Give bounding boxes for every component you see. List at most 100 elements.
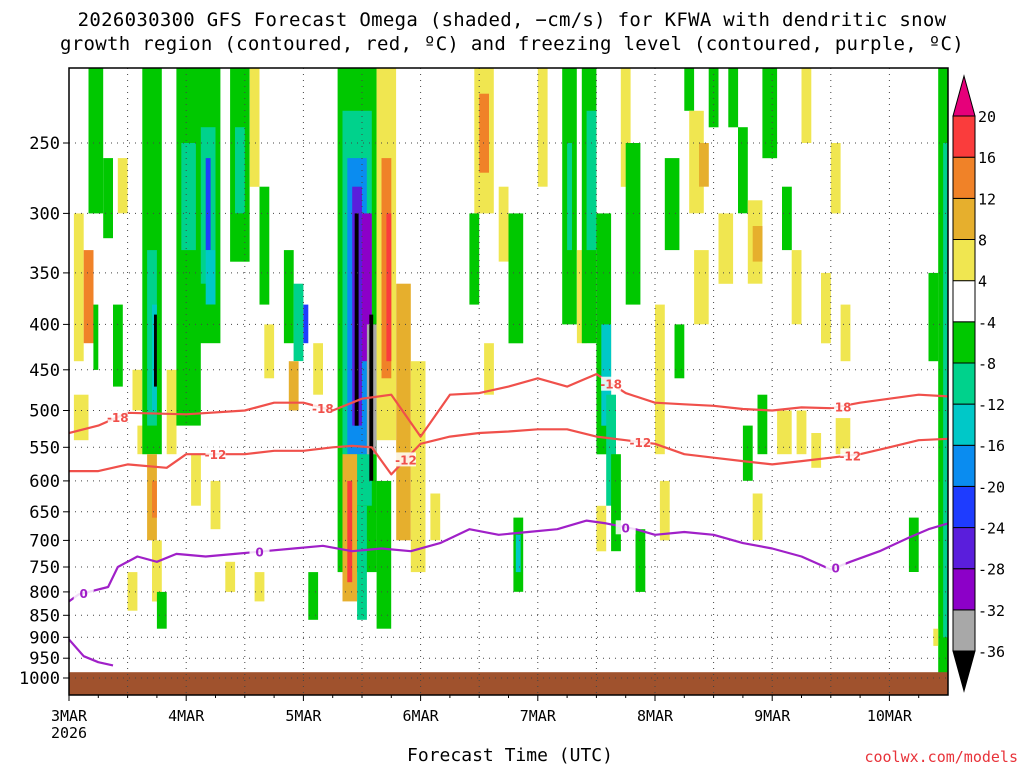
omega-cell [354,213,359,426]
omega-cell [655,304,665,455]
contour-label-dgz-bottom: -12 [205,448,227,462]
omega-cell [694,250,709,325]
contour-label-freezing-level: 0 [622,521,630,535]
colorbar-tick-label: -16 [978,437,1005,455]
colorbar-box [952,197,976,241]
omega-cell [166,369,177,455]
omega-cell [362,213,372,362]
y-tick-label: 800 [29,583,60,603]
contour-label-bg [830,399,851,414]
omega-cell [835,418,851,455]
omega-cell [254,572,265,602]
contour-label-dgz-bottom: -12 [395,453,417,467]
contour-label-bg [615,520,636,535]
colorbar-box [952,321,976,364]
omega-cell [132,369,143,411]
omega-cell [684,68,695,111]
colorbar-tick-label: -36 [978,643,1005,661]
omega-cell [283,250,294,344]
site-credit: coolwx.com/models [864,748,1018,766]
colorbar-box [952,156,976,199]
omega-cell [313,343,323,395]
omega-shading [73,68,948,679]
colorbar-tick-label: 16 [978,149,996,167]
colorbar-box [952,527,976,570]
contour-label-freezing-level: 0 [832,562,840,576]
omega-cell [811,433,822,468]
omega-cell [515,534,521,573]
omega-cell [498,186,509,262]
contour-label-dgz-top: -18 [830,400,852,414]
colorbar-tick-label: 8 [978,232,987,250]
omega-cell [611,454,621,552]
colorbar-tick-label: -28 [978,561,1005,579]
contour-label-bg [312,400,333,415]
omega-cell [249,68,260,187]
contour-label-freezing-level: 0 [255,546,263,560]
omega-cell [357,505,367,620]
omega-cell [205,158,211,251]
omega-cell [264,324,275,379]
x-tick-label: 9MAR [754,707,791,725]
omega-cell [664,158,680,251]
omega-cell [791,250,802,325]
omega-cell [757,394,768,455]
contour-dgz-top [69,373,948,438]
contour-label-bg [73,586,94,601]
omega-cell [288,361,299,411]
colorbar-tick-label: -8 [978,355,996,373]
omega-cell [73,394,89,441]
omega-cell [469,213,480,305]
y-tick-label: 300 [29,204,60,224]
contour-label-bg [630,435,651,449]
contour-label-dgz-top: -18 [600,378,622,392]
omega-cell [154,314,157,387]
y-tick-label: 500 [29,402,60,422]
omega-cell [718,213,734,284]
omega-cell [625,143,641,305]
omega-cell [479,93,489,173]
colorbar-tick-label: -24 [978,520,1005,538]
colorbar-tick-label: 4 [978,273,987,291]
omega-cell [674,324,685,379]
omega-cell [752,226,763,262]
omega-cell [347,480,353,583]
colorbar-legend: -36 -32 -28 -24 -20 -16 -12 -8 -4 4 8 12 16 20 [952,74,1005,693]
omega-cell [93,304,99,370]
colorbar-tick-label: -4 [978,314,996,332]
y-tick-label: 450 [29,361,60,381]
omega-cell [103,158,113,239]
colorbar-tick-label: 20 [978,108,996,126]
omega-cell [152,540,162,602]
y-tick-label: 350 [29,264,60,284]
omega-cell [156,591,167,629]
colorbar-tick-label: 12 [978,190,996,208]
colorbar-box [952,280,976,323]
colorbar-box [952,362,976,405]
contour-label-dgz-top: -18 [312,402,334,416]
y-tick-label: 400 [29,315,60,335]
contour-freezing-level-surface [69,638,114,667]
omega-cell [933,628,939,646]
omega-cell [821,272,831,344]
x-tick-label: 8MAR [637,707,674,725]
omega-cell [225,561,236,592]
ground-fill [69,672,948,695]
colorbar-box [952,115,976,158]
omega-cell [777,410,792,455]
omega-cell [83,250,94,344]
contour-label-bg [396,452,416,467]
contour-freezing-level [69,519,948,603]
omega-cell [738,127,748,214]
contour-label-dgz-top: -18 [107,411,129,425]
colorbar-box [952,568,976,611]
y-axis: 2503003504004505005506006507007508008509… [19,134,69,689]
contour-dgz-bottom [69,428,948,476]
omega-cell [908,517,919,572]
omega-cell [410,361,426,573]
omega-cell [205,250,216,305]
omega-cell [235,127,245,214]
grid-lines [69,68,948,695]
omega-cell [928,272,939,362]
